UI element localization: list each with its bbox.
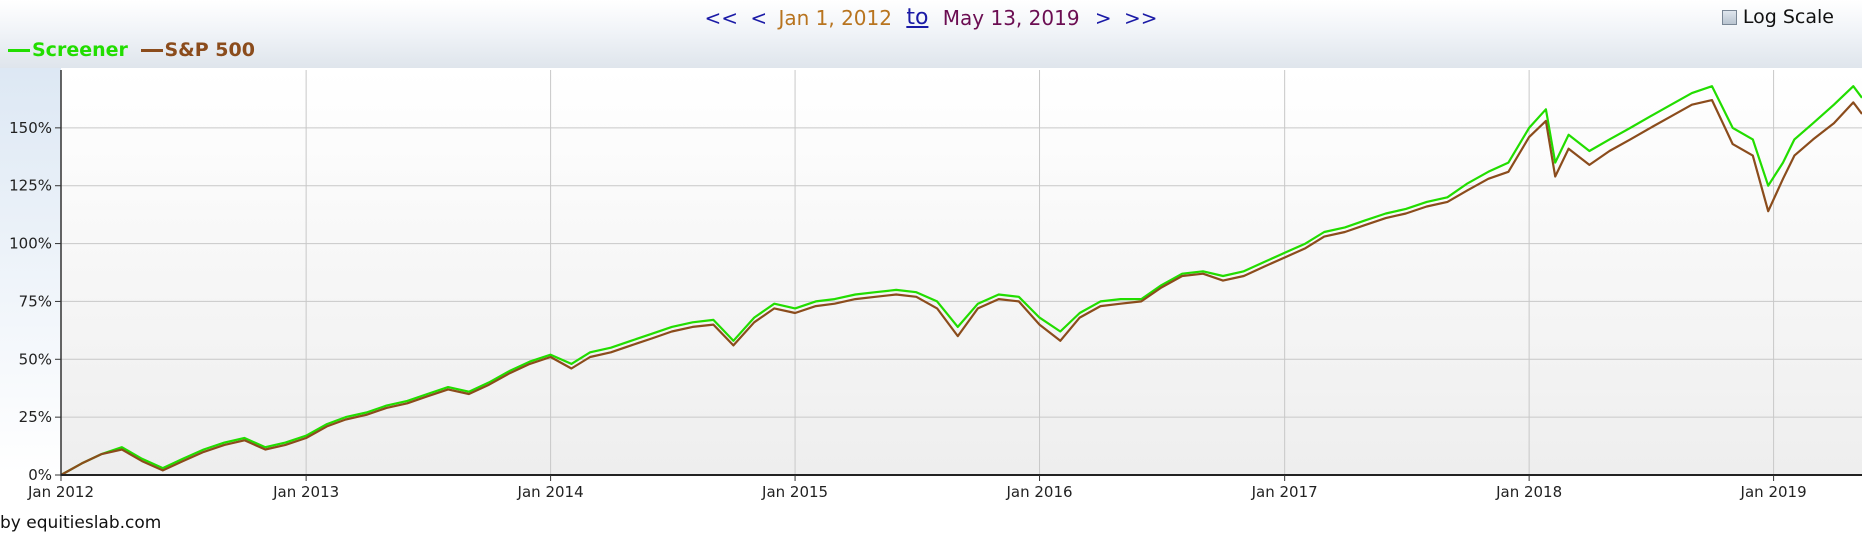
x-tick-label: Jan 2013 xyxy=(272,483,339,501)
prev-page-button[interactable]: < xyxy=(750,5,768,30)
legend-item-screener[interactable]: Screener xyxy=(8,39,128,61)
legend-label-screener: Screener xyxy=(32,39,128,61)
x-tick-label: Jan 2016 xyxy=(1005,483,1072,501)
log-scale-label: Log Scale xyxy=(1742,6,1834,28)
y-tick-label: 150% xyxy=(9,119,52,137)
y-tick-label: 25% xyxy=(19,408,52,426)
start-date[interactable]: Jan 1, 2012 xyxy=(778,5,892,30)
x-tick-label: Jan 2015 xyxy=(761,483,828,501)
credit-text: by equitieslab.com xyxy=(0,513,162,533)
y-tick-label: 125% xyxy=(9,177,52,195)
y-tick-label: 0% xyxy=(28,466,52,484)
y-tick-label: 100% xyxy=(9,235,52,253)
y-tick-label: 75% xyxy=(19,292,52,310)
screener-line xyxy=(60,85,1862,476)
x-tick-label: Jan 2017 xyxy=(1251,483,1318,501)
legend-label-sp500: S&P 500 xyxy=(164,39,255,61)
y-tick-label: 50% xyxy=(19,350,52,368)
first-page-button[interactable]: << xyxy=(704,5,738,30)
x-tick-label: Jan 2012 xyxy=(27,483,94,501)
legend-swatch-sp500 xyxy=(140,49,163,52)
sp500-line xyxy=(60,98,1862,476)
date-range-to-link[interactable]: to xyxy=(906,5,929,30)
chart-legend: Screener S&P 500 xyxy=(8,39,261,61)
x-tick-label: Jan 2018 xyxy=(1495,483,1562,501)
legend-swatch-screener xyxy=(8,49,30,52)
log-scale-toggle[interactable]: Log Scale xyxy=(1721,6,1834,28)
last-page-button[interactable]: >> xyxy=(1124,5,1158,30)
end-date[interactable]: May 13, 2019 xyxy=(942,5,1080,30)
legend-item-sp500[interactable]: S&P 500 xyxy=(140,39,255,61)
y-axis-background xyxy=(0,68,61,475)
chart-toolbar: << < Jan 1, 2012 to May 13, 2019 > >> Lo… xyxy=(0,0,1862,68)
log-scale-checkbox[interactable] xyxy=(1721,9,1737,25)
next-page-button[interactable]: > xyxy=(1094,5,1112,30)
x-tick-label: Jan 2014 xyxy=(517,483,584,501)
plot-area xyxy=(61,70,1862,475)
x-tick-label: Jan 2019 xyxy=(1740,483,1807,501)
performance-line-chart: 0% 25% 50% 75% 100% 125% 150% Jan 2012 Jan 2013… xyxy=(0,68,1862,501)
date-range-navigator: << < Jan 1, 2012 to May 13, 2019 > >> xyxy=(0,4,1862,30)
